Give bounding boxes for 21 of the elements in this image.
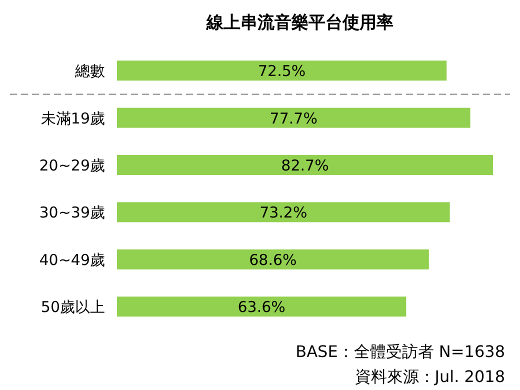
data-label: 72.5% xyxy=(258,62,306,80)
source-note: 資料來源：Jul. 2018 xyxy=(354,367,505,386)
y-tick-label: 總數 xyxy=(74,62,105,80)
bar xyxy=(117,155,493,175)
data-label: 68.6% xyxy=(249,250,297,269)
data-label: 77.7% xyxy=(270,109,318,128)
y-tick-label: 20~29歲 xyxy=(39,156,105,174)
y-tick-label: 50歲以上 xyxy=(40,298,105,316)
bar xyxy=(117,60,447,81)
bar xyxy=(117,108,470,128)
bar xyxy=(117,202,450,222)
data-label: 73.2% xyxy=(260,204,308,222)
text: BASE：全體受訪者 N=1638 xyxy=(296,342,505,361)
bar xyxy=(117,249,429,270)
data-label: 63.6% xyxy=(238,298,286,316)
y-tick-label: 30~39歲 xyxy=(39,204,105,222)
chart-title: 線上串流音樂平台使用率 xyxy=(206,13,394,33)
bar xyxy=(117,296,406,317)
y-tick-label: 40~49歲 xyxy=(39,250,105,269)
y-tick-label: 未滿19歲 xyxy=(40,109,105,128)
data-label: 82.7% xyxy=(281,156,329,174)
